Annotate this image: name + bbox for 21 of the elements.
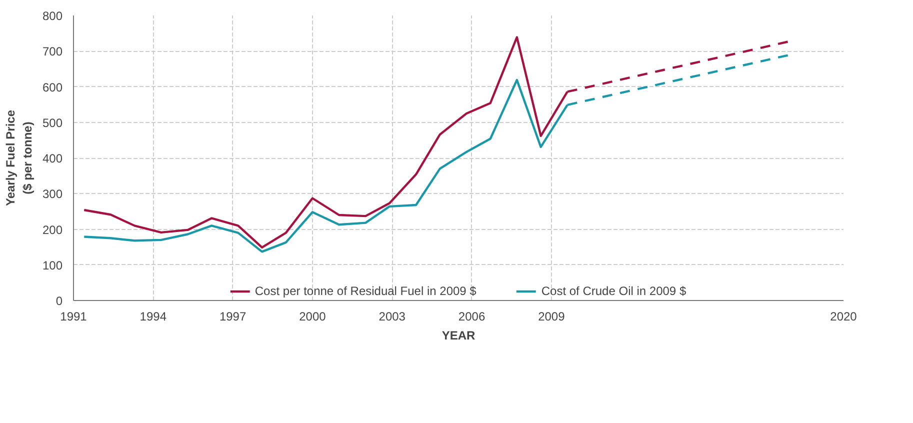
x-axis-title: YEAR: [442, 328, 476, 342]
legend-label: Cost of Crude Oil in 2009 $: [541, 284, 686, 298]
y-tick-label: 300: [42, 187, 63, 202]
x-tick-label: 2020: [830, 310, 858, 324]
y-tick-label: 100: [42, 258, 63, 272]
x-tick-label: 1997: [219, 310, 246, 324]
legend-label: Cost per tonne of Residual Fuel in 2009 $: [254, 284, 476, 298]
x-tick-label: 2000: [299, 310, 326, 324]
x-tick-label: 2006: [458, 310, 486, 324]
x-tick-label: 2003: [378, 310, 406, 324]
x-tick-label: 2009: [538, 310, 566, 324]
y-tick-label: 400: [42, 152, 63, 166]
x-tick-label: 1994: [140, 310, 167, 324]
y-tick-label: 800: [42, 9, 63, 23]
y-tick-label: 0: [56, 294, 63, 308]
y-tick-label: 600: [42, 80, 63, 94]
y-tick-label: 500: [42, 116, 63, 130]
y-axis-title: Yearly Fuel Price ($ per tonne): [4, 110, 34, 206]
y-tick-label: 200: [42, 222, 63, 237]
y-tick-label: 700: [42, 44, 63, 59]
x-tick-label: 1991: [60, 310, 88, 324]
